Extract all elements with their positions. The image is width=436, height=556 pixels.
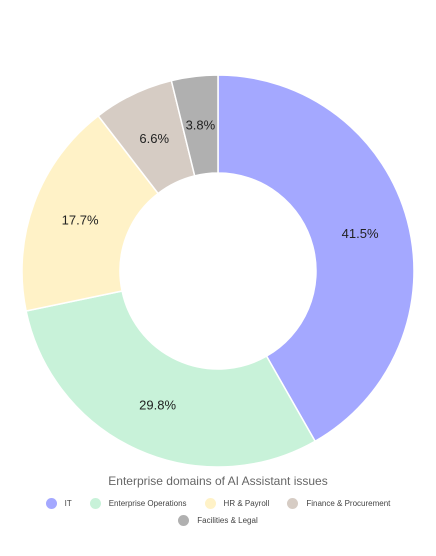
legend-swatch-facilities-legal xyxy=(178,515,190,526)
slice-label-enterprise-operations: 29.8% xyxy=(139,398,176,413)
legend: IT Enterprise Operations HR & Payroll Fi… xyxy=(0,498,436,526)
slice-label-it: 41.5% xyxy=(342,226,379,241)
legend-item-finance-procurement[interactable]: Finance & Procurement xyxy=(287,498,390,509)
slice-label-facilities-legal: 3.8% xyxy=(186,118,216,133)
slice-it[interactable] xyxy=(217,74,415,443)
slice-label-hr-payroll: 17.7% xyxy=(62,213,99,228)
legend-row-1: IT Enterprise Operations HR & Payroll Fi… xyxy=(0,498,436,509)
legend-item-facilities-legal[interactable]: Facilities & Legal xyxy=(178,515,258,526)
donut-chart: 41.5% 29.8% 17.7% 6.6% 3.8% xyxy=(21,74,415,468)
slice-hr-payroll[interactable] xyxy=(21,114,160,312)
legend-row-2: Facilities & Legal xyxy=(0,515,436,526)
legend-item-hr-payroll[interactable]: HR & Payroll xyxy=(204,498,270,509)
legend-label-enterprise-operations: Enterprise Operations xyxy=(108,499,187,508)
legend-swatch-finance-procurement xyxy=(287,498,299,509)
legend-item-enterprise-operations[interactable]: Enterprise Operations xyxy=(89,498,187,509)
chart-title: Enterprise domains of AI Assistant issue… xyxy=(108,474,328,488)
slice-label-finance-procurement: 6.6% xyxy=(139,131,169,146)
legend-label-hr-payroll: HR & Payroll xyxy=(223,499,270,508)
legend-swatch-it xyxy=(45,498,57,509)
legend-item-it[interactable]: IT xyxy=(45,498,72,509)
legend-label-it: IT xyxy=(64,499,72,508)
legend-swatch-enterprise-operations xyxy=(89,498,101,509)
legend-label-facilities-legal: Facilities & Legal xyxy=(197,516,258,525)
slice-enterprise-operations[interactable] xyxy=(25,290,317,468)
legend-label-finance-procurement: Finance & Procurement xyxy=(306,499,391,508)
legend-swatch-hr-payroll xyxy=(204,498,216,509)
slice-facilities-legal[interactable] xyxy=(170,74,219,177)
